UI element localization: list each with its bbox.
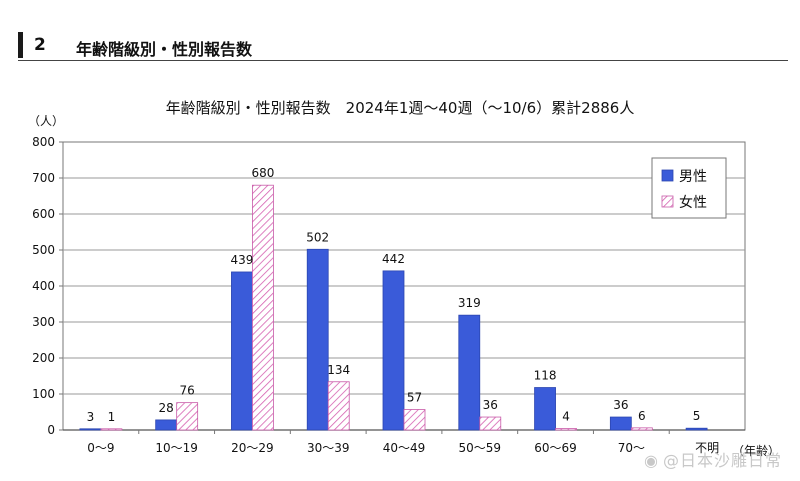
- data-label-female: 36: [483, 398, 498, 412]
- legend-label-female: 女性: [679, 194, 707, 211]
- data-label-male: 502: [306, 230, 329, 244]
- bar-female: [252, 184, 274, 431]
- data-label-male: 3: [87, 410, 95, 424]
- section-number: 2: [34, 35, 46, 55]
- x-tick-label: 20～29: [231, 441, 274, 455]
- data-label-male: 5: [693, 409, 701, 423]
- y-tick-label: 700: [32, 171, 55, 185]
- legend-label-male: 男性: [679, 169, 707, 185]
- bar-female: [630, 427, 653, 431]
- bar-male: [382, 270, 405, 431]
- data-label-male: 118: [534, 369, 557, 383]
- data-label-female: 680: [251, 166, 274, 180]
- x-tick-label: 50～59: [459, 441, 502, 455]
- section-header: 2 年齢階級別・性別報告数: [18, 30, 788, 61]
- data-label-female: 76: [180, 384, 195, 398]
- bar-male: [609, 416, 632, 431]
- x-tick-label: 0～9: [87, 441, 114, 455]
- bar-male: [306, 248, 329, 431]
- y-tick-label: 0: [47, 423, 55, 437]
- y-tick-label: 600: [32, 207, 55, 221]
- y-tick-label: 800: [32, 135, 55, 149]
- watermark: ◉ @日本沙雕日常: [644, 447, 782, 471]
- x-tick-label: 40～49: [383, 441, 426, 455]
- data-label-male: 319: [458, 296, 481, 310]
- data-label-female: 134: [327, 363, 350, 377]
- bar-female: [176, 402, 199, 431]
- x-tick-label: 30～39: [307, 441, 350, 455]
- bar-male: [534, 387, 556, 431]
- y-tick-label: 300: [32, 315, 55, 329]
- x-tick-label: 70～: [618, 441, 645, 455]
- bar-female: [403, 409, 426, 431]
- x-tick-label: 60～69: [534, 441, 577, 455]
- bar-female: [479, 416, 502, 431]
- data-label-male: 36: [613, 398, 628, 412]
- y-tick-label: 400: [32, 279, 55, 293]
- chart-title: 年齢階級別・性別報告数 2024年1週～40週（～10/6）累計2886人: [166, 99, 635, 117]
- data-label-male: 442: [382, 252, 405, 266]
- x-tick-label: 不明: [695, 441, 719, 455]
- x-tick-label: 10～19: [155, 441, 198, 455]
- bar-male: [458, 314, 481, 431]
- legend-swatch-female: [661, 195, 674, 208]
- bar-male: [231, 271, 253, 431]
- data-label-female: 6: [638, 409, 646, 423]
- legend-swatch-male: [661, 169, 674, 182]
- data-label-female: 4: [562, 410, 570, 424]
- data-label-female: 1: [108, 410, 116, 424]
- x-axis-unit: （年齢）: [732, 443, 780, 458]
- data-label-female: 57: [407, 390, 422, 404]
- data-label-male: 439: [230, 253, 253, 267]
- bar-female: [100, 428, 123, 431]
- data-label-male: 28: [159, 401, 174, 415]
- bar-male: [685, 427, 708, 431]
- bar-male: [79, 428, 102, 431]
- section-title: 年齢階級別・性別報告数: [76, 40, 253, 59]
- y-axis-unit: （人）: [28, 114, 64, 128]
- watermark-text: @日本沙雕日常: [662, 451, 782, 470]
- weibo-icon: ◉: [644, 451, 659, 470]
- y-tick-label: 500: [32, 243, 55, 257]
- section-marker: [18, 32, 23, 58]
- y-tick-label: 100: [32, 387, 55, 401]
- legend-box: [651, 157, 727, 219]
- y-tick-label: 200: [32, 351, 55, 365]
- bar-female: [555, 428, 577, 431]
- bar-female: [327, 381, 350, 431]
- bar-male: [155, 419, 178, 431]
